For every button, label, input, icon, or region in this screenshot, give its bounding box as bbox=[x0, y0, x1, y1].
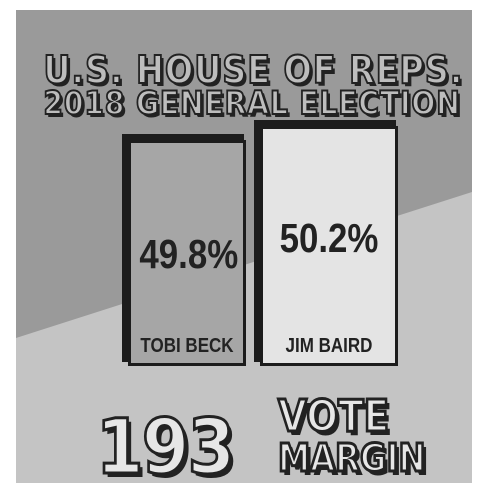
margin-number: 193 bbox=[95, 401, 237, 484]
candidate-name: TOBI BECK bbox=[140, 335, 234, 357]
margin-word-vote: VOTE bbox=[277, 391, 391, 442]
candidate-bar-tobi-beck: 49.8% TOBI BECK bbox=[128, 140, 246, 366]
title-line-2: 2018 GENERAL ELECTION bbox=[42, 83, 461, 123]
infographic: U.S. HOUSE OF REPS. 2018 GENERAL ELECTIO… bbox=[16, 10, 472, 483]
margin-word-margin: MARGIN bbox=[277, 436, 427, 480]
candidate-name: JIM BAIRD bbox=[285, 335, 373, 357]
candidate-bar-jim-baird: 50.2% JIM BAIRD bbox=[260, 126, 398, 366]
candidate-percent: 50.2% bbox=[279, 215, 379, 261]
title-line-1: U.S. HOUSE OF REPS. bbox=[42, 47, 464, 93]
candidate-percent: 49.8% bbox=[139, 231, 239, 277]
